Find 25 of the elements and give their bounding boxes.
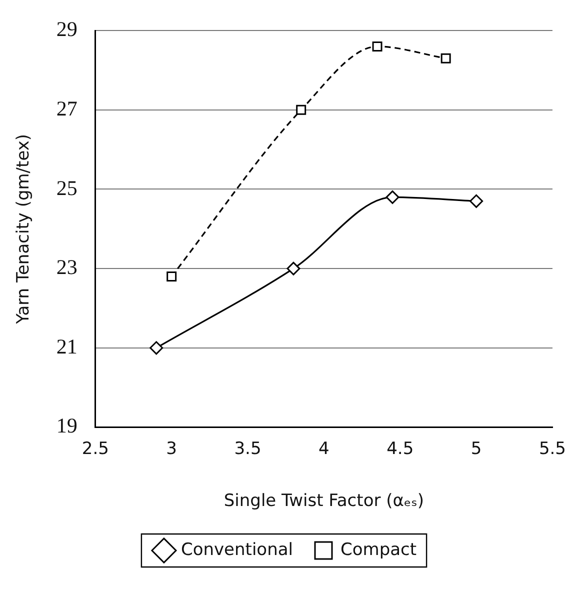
point	[286, 262, 300, 276]
x-tick-label: 5	[470, 438, 482, 459]
point	[470, 194, 484, 208]
x-tick-label: 3.5	[234, 438, 262, 459]
x-tick-label: 5.5	[538, 438, 566, 459]
x-tick-label: 3	[166, 438, 177, 459]
point	[296, 104, 306, 115]
y-axis-title: Yarn Tenacity (gm/tex)	[14, 134, 34, 325]
point	[386, 190, 400, 204]
legend-label: Compact	[340, 540, 417, 560]
y-tick-label: 23	[56, 255, 78, 280]
legend-label: Conventional	[180, 540, 293, 560]
x-tick-label: 4.5	[386, 438, 414, 459]
point	[166, 272, 177, 282]
y-tick-label: 21	[56, 334, 78, 358]
y-tick-label: 29	[56, 17, 78, 42]
y-tick-label: 27	[56, 96, 78, 120]
point	[440, 53, 451, 64]
x-tick-label: 2.5	[82, 438, 109, 459]
y-tick-label: 25	[56, 176, 78, 200]
point	[372, 41, 382, 52]
x-tick-label: 4	[318, 438, 330, 459]
point	[150, 341, 164, 355]
y-tick-label: 19	[56, 414, 78, 438]
x-axis-title: Single Twist Factor (αₑₛ)	[224, 491, 424, 512]
